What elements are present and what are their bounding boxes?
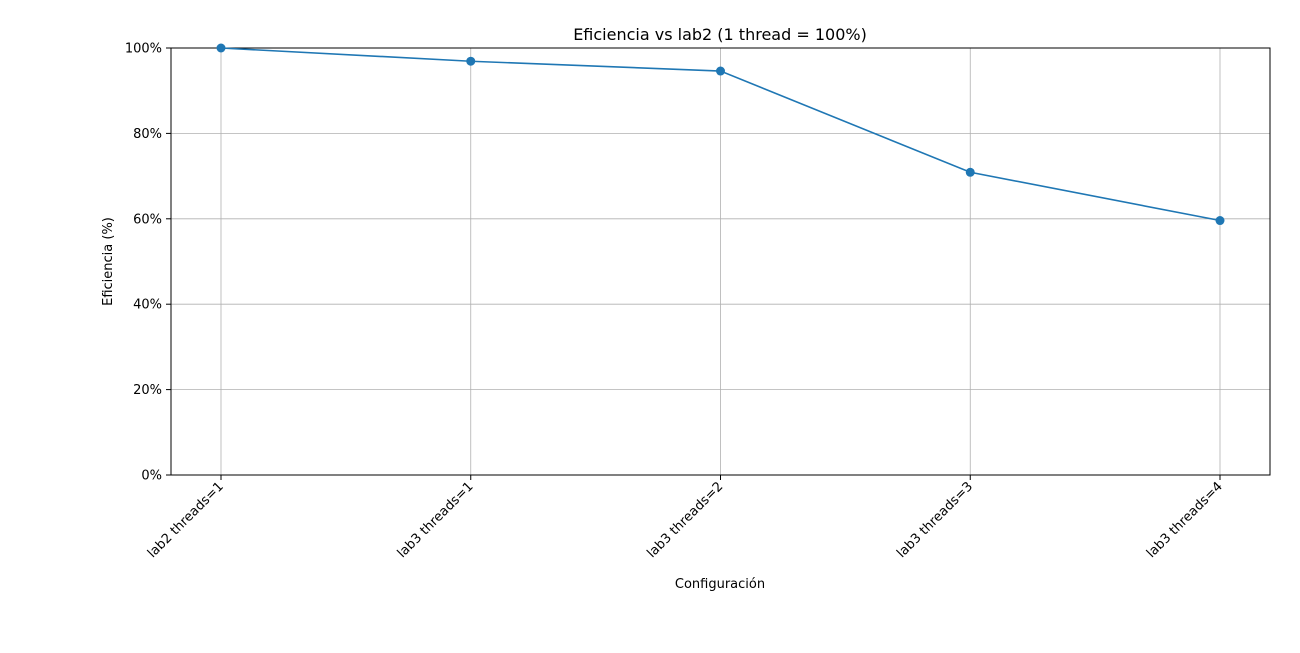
data-point — [965, 167, 975, 177]
y-axis-label: Eficiencia (%) — [101, 217, 116, 306]
x-axis-label: Configuración — [675, 577, 765, 592]
chart-title: Eficiencia vs lab2 (1 thread = 100%) — [573, 25, 867, 44]
data-point — [466, 56, 476, 66]
y-tick-label: 80% — [133, 127, 162, 142]
x-tick-label: lab2 threads=1 — [145, 479, 227, 561]
x-tick-label: lab3 threads=4 — [1144, 479, 1226, 561]
x-tick-label: lab3 threads=1 — [395, 479, 477, 561]
x-tick-label: lab3 threads=3 — [894, 479, 976, 561]
data-point — [216, 43, 226, 53]
y-tick-label: 20% — [133, 383, 162, 398]
series — [216, 43, 1225, 226]
grid-lines — [171, 48, 1270, 475]
axis-ticks: lab2 threads=1 lab3 threads=1 lab3 threads… — [125, 42, 1226, 562]
y-tick-label: 0% — [141, 469, 162, 484]
x-tick-label: lab3 threads=2 — [644, 479, 726, 561]
y-tick-label: 40% — [133, 298, 162, 313]
data-point — [1215, 216, 1225, 226]
data-point — [716, 66, 725, 76]
y-tick-label: 60% — [133, 212, 162, 227]
y-tick-label: 100% — [125, 42, 162, 57]
